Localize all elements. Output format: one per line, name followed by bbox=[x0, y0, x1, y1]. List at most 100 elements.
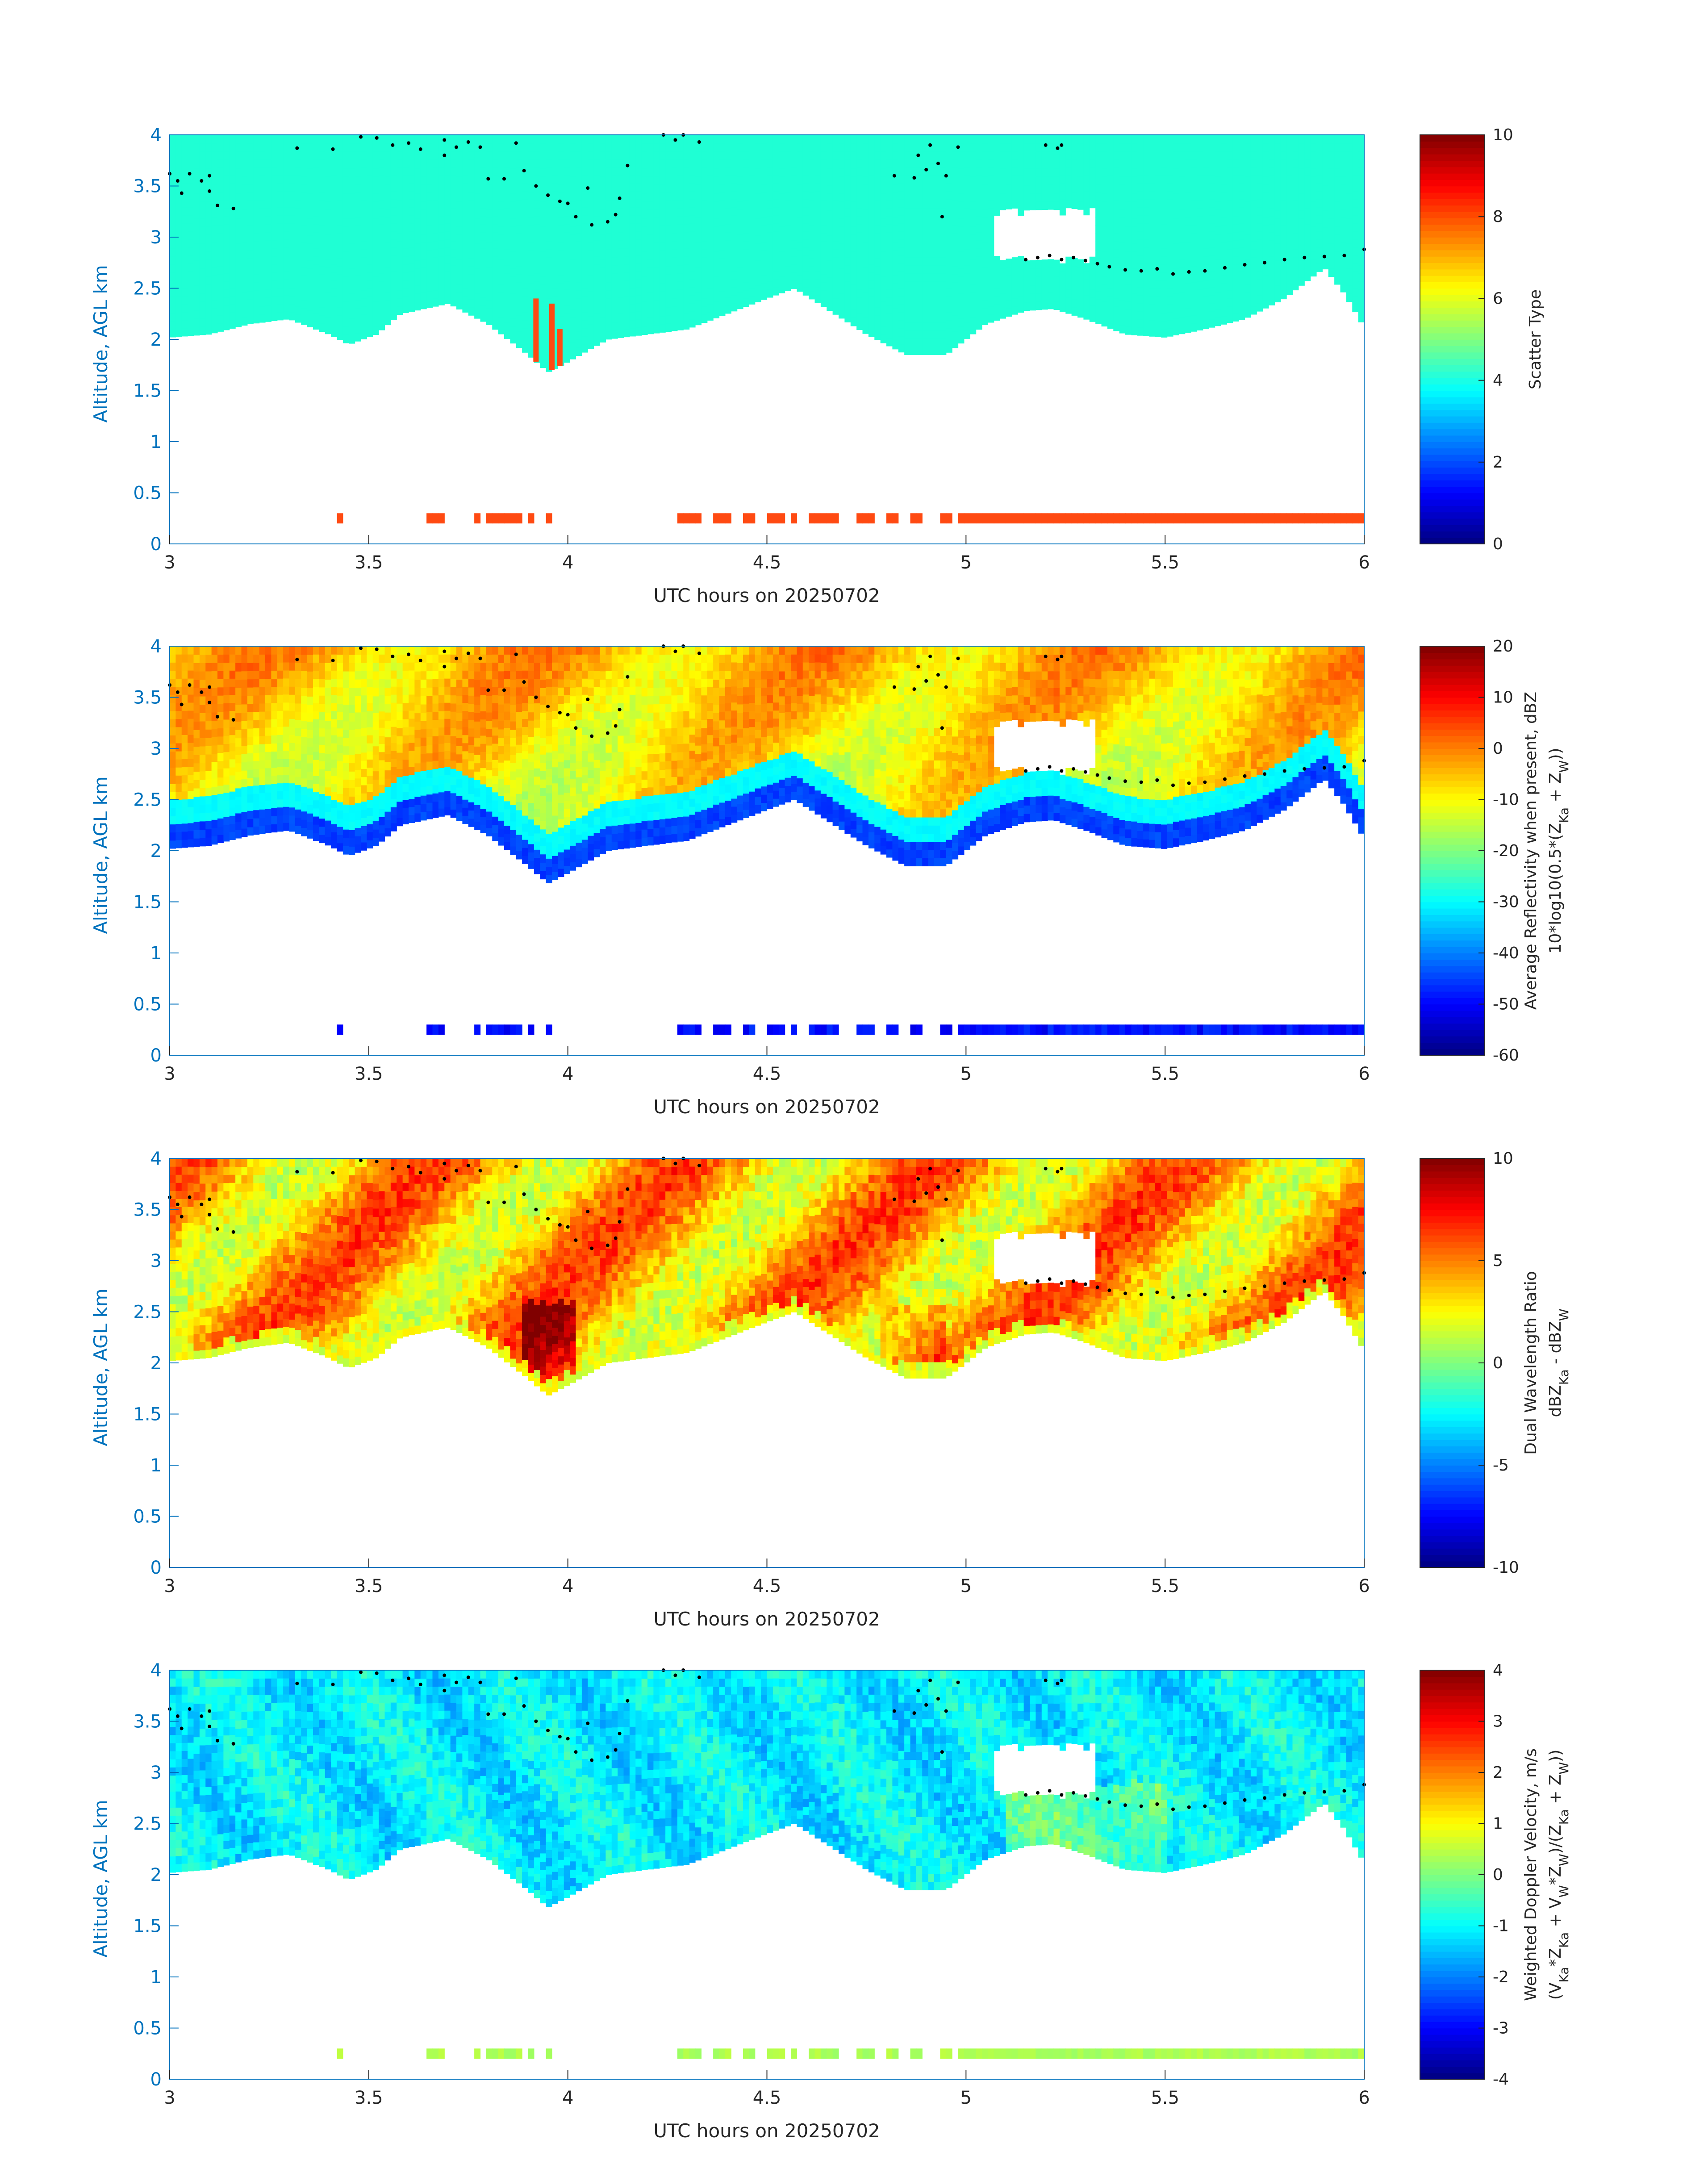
heatmap-cell bbox=[892, 283, 899, 292]
heatmap-cell bbox=[886, 159, 893, 168]
heatmap-cell bbox=[1065, 135, 1072, 143]
heatmap-cell bbox=[444, 231, 451, 240]
heatmap-cell bbox=[295, 159, 301, 168]
heatmap-cell bbox=[731, 263, 738, 272]
heatmap-cell bbox=[689, 223, 696, 232]
heatmap-cell bbox=[1155, 143, 1161, 151]
heatmap-cell bbox=[928, 200, 935, 209]
heatmap-cell bbox=[313, 175, 319, 184]
heatmap-cell bbox=[558, 184, 564, 193]
heatmap-cell bbox=[588, 201, 594, 209]
heatmap-cell bbox=[629, 328, 636, 337]
heatmap-cell bbox=[1221, 299, 1227, 308]
heatmap-cell bbox=[390, 280, 397, 288]
heatmap-cell bbox=[456, 292, 463, 301]
overlay-dot bbox=[188, 172, 192, 176]
heatmap-cell bbox=[832, 208, 839, 217]
heatmap-cell bbox=[1185, 159, 1191, 168]
heatmap-cell bbox=[211, 226, 218, 234]
heatmap-cell bbox=[647, 159, 654, 168]
heatmap-cell bbox=[390, 183, 397, 192]
heatmap-cell bbox=[384, 217, 391, 226]
heatmap-cell bbox=[1250, 224, 1257, 233]
heatmap-cell bbox=[444, 272, 451, 280]
heatmap-cell bbox=[862, 292, 869, 301]
heatmap-cell bbox=[581, 175, 588, 184]
heatmap-cell bbox=[337, 184, 343, 193]
heatmap-cell bbox=[856, 265, 863, 273]
heatmap-cell bbox=[534, 208, 540, 217]
heatmap-cell bbox=[761, 159, 768, 168]
heatmap-cell bbox=[1239, 239, 1245, 248]
heatmap-cell bbox=[384, 226, 391, 234]
heatmap-cell bbox=[229, 255, 236, 264]
heatmap-cell bbox=[534, 257, 540, 265]
heatmap-cell bbox=[916, 184, 923, 192]
heatmap-cell bbox=[1089, 192, 1096, 201]
heatmap-cell bbox=[193, 646, 200, 655]
heatmap-cell bbox=[809, 151, 815, 160]
heatmap-cell bbox=[289, 167, 296, 175]
heatmap-cell bbox=[701, 298, 708, 307]
heatmap-cell bbox=[271, 191, 278, 200]
heatmap-cell bbox=[480, 143, 487, 151]
heatmap-cell bbox=[940, 281, 947, 290]
heatmap-cell bbox=[928, 257, 935, 266]
heatmap-cell bbox=[737, 201, 743, 210]
heatmap-cell bbox=[581, 280, 588, 288]
heatmap-cell bbox=[259, 208, 266, 217]
heatmap-cell bbox=[1071, 307, 1078, 316]
heatmap-cell bbox=[486, 135, 493, 144]
heatmap-cell bbox=[934, 224, 940, 233]
heatmap-cell bbox=[1280, 167, 1287, 176]
heatmap-cell bbox=[217, 282, 224, 291]
heatmap-cell bbox=[325, 276, 331, 284]
heatmap-cell bbox=[259, 167, 266, 176]
heatmap-cell bbox=[1334, 209, 1341, 218]
heatmap-cell bbox=[397, 217, 403, 225]
heatmap-cell bbox=[486, 275, 493, 284]
heatmap-cell bbox=[349, 151, 355, 160]
heatmap-cell bbox=[1018, 296, 1024, 305]
heatmap-cell bbox=[450, 151, 457, 160]
heatmap-cell bbox=[342, 226, 349, 235]
heatmap-cell bbox=[528, 192, 535, 201]
heatmap-cell bbox=[659, 234, 666, 242]
heatmap-cell bbox=[546, 257, 552, 266]
heatmap-cell bbox=[779, 209, 785, 218]
heatmap-cell bbox=[1185, 225, 1191, 234]
heatmap-cell bbox=[337, 217, 343, 226]
heatmap-cell bbox=[898, 191, 905, 200]
heatmap-cell bbox=[641, 276, 648, 285]
heatmap-cell bbox=[832, 233, 839, 242]
heatmap-cell bbox=[295, 208, 301, 217]
heatmap-cell bbox=[862, 325, 869, 334]
heatmap-cell bbox=[683, 232, 690, 241]
heatmap-cell bbox=[534, 143, 540, 152]
heatmap-cell bbox=[623, 256, 630, 265]
heatmap-cell bbox=[1107, 199, 1114, 208]
heatmap-cell bbox=[211, 217, 218, 226]
heatmap-cell bbox=[802, 239, 809, 248]
heatmap-cell bbox=[361, 249, 367, 258]
heatmap-cell bbox=[1131, 135, 1138, 144]
heatmap-cell bbox=[749, 135, 756, 143]
heatmap-cell bbox=[886, 305, 893, 314]
heatmap-cell bbox=[665, 241, 672, 250]
heatmap-cell bbox=[593, 183, 600, 192]
heatmap-cell bbox=[982, 259, 988, 267]
heatmap-cell bbox=[211, 143, 218, 152]
heatmap-cell bbox=[952, 225, 959, 234]
heatmap-cell bbox=[295, 216, 301, 225]
heatmap-cell bbox=[289, 255, 296, 264]
heatmap-cell bbox=[814, 215, 821, 223]
heatmap-cell bbox=[581, 344, 588, 353]
heatmap-cell bbox=[175, 183, 182, 192]
heatmap-cell bbox=[564, 297, 570, 306]
heatmap-cell bbox=[647, 301, 654, 309]
heatmap-cell bbox=[342, 184, 349, 194]
heatmap-cell bbox=[289, 191, 296, 200]
heatmap-cell bbox=[1274, 160, 1281, 169]
heatmap-cell bbox=[641, 243, 648, 252]
heatmap-cell bbox=[635, 159, 642, 167]
